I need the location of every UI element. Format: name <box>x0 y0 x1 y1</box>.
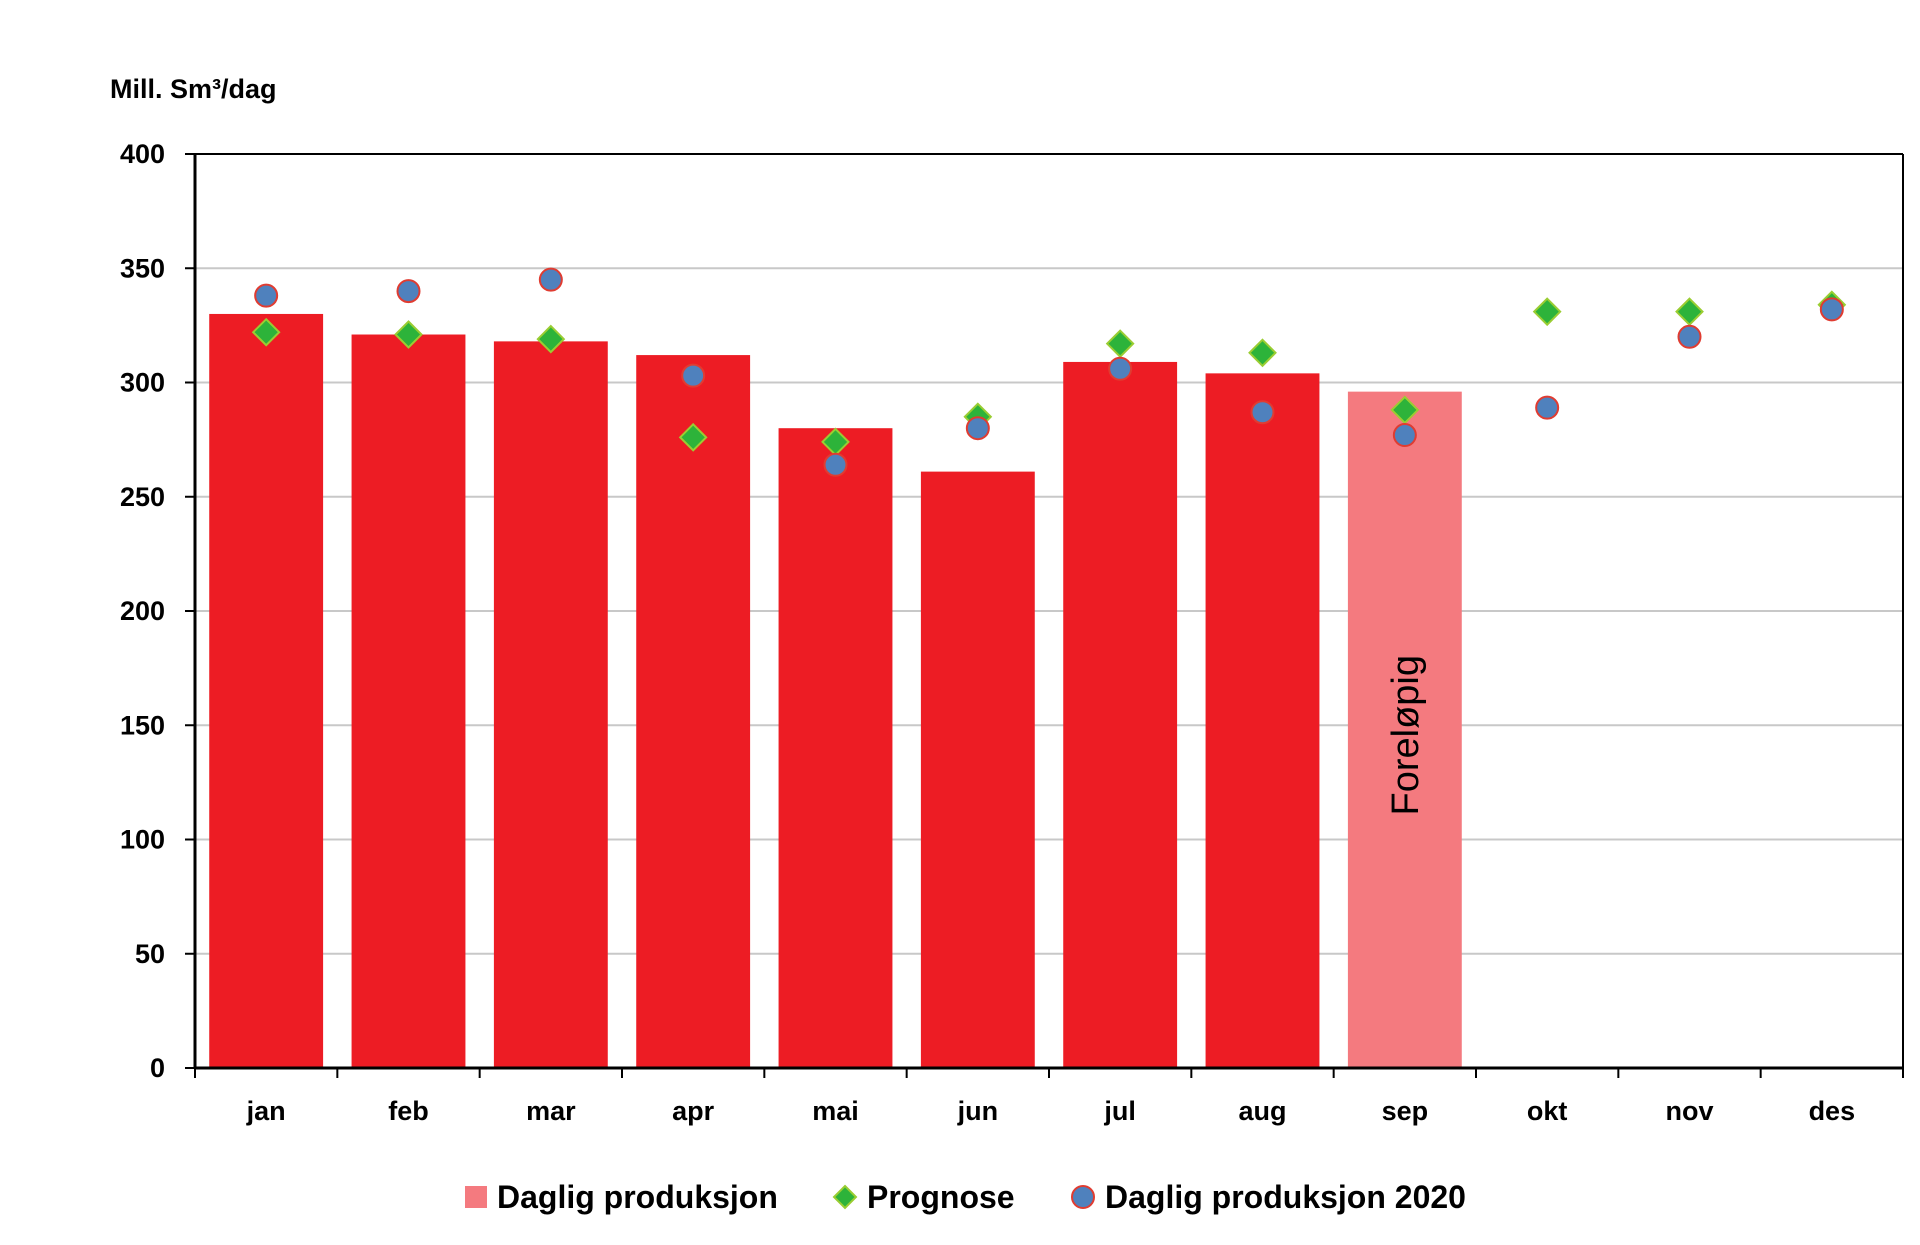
prognose-point <box>1532 297 1562 327</box>
x-tick-label: feb <box>388 1096 429 1126</box>
bar <box>493 341 608 1068</box>
x-tick-label: okt <box>1527 1096 1568 1126</box>
x-tick-label: jul <box>1103 1096 1136 1126</box>
y-tick-label: 400 <box>120 139 165 169</box>
gridlines <box>195 153 1903 955</box>
x-tick-label: jun <box>957 1096 999 1126</box>
x-tick-label: aug <box>1238 1096 1286 1126</box>
bar <box>209 313 324 1068</box>
daglig-2020-point <box>1535 395 1560 420</box>
x-tick-label: des <box>1809 1096 1856 1126</box>
daglig-2020-point <box>1108 356 1133 381</box>
bars <box>209 313 1462 1069</box>
preliminary-annotation: Foreløpig <box>1385 655 1427 816</box>
x-tick-label: apr <box>672 1096 715 1126</box>
prognose-point <box>678 422 708 452</box>
prognose-point <box>1105 329 1135 359</box>
daglig-2020-point <box>1250 400 1275 425</box>
y-tick-label: 150 <box>120 710 165 740</box>
daglig-2020-point <box>1677 324 1702 349</box>
plot-frame <box>185 153 1904 1078</box>
bar <box>636 355 751 1069</box>
legend-label: Prognose <box>867 1179 1015 1215</box>
legend-label: Daglig produksjon 2020 <box>1105 1179 1466 1215</box>
y-tick-label: 200 <box>120 596 165 626</box>
x-tick-label: jan <box>246 1096 286 1126</box>
daglig-2020-point <box>681 363 706 388</box>
markers <box>251 267 1847 477</box>
prognose-point <box>536 324 566 354</box>
x-tick-label: mai <box>812 1096 859 1126</box>
x-tick-label: nov <box>1665 1096 1713 1126</box>
daglig-2020-point <box>1819 297 1844 322</box>
daglig-2020-point <box>823 452 848 477</box>
legend-swatch-daglig-produksjon <box>465 1186 487 1208</box>
prognose-point <box>251 317 281 347</box>
y-tick-label: 250 <box>120 482 165 512</box>
bar <box>778 428 893 1068</box>
legend-swatch-daglig-produksjon-2020 <box>1071 1185 1095 1209</box>
bar <box>1347 391 1462 1068</box>
annotations: Foreløpig <box>1385 655 1427 816</box>
prognose-point <box>1675 297 1704 327</box>
bar <box>351 334 466 1068</box>
x-tick-label: sep <box>1382 1096 1429 1126</box>
bar <box>920 471 1035 1068</box>
legend-label: Daglig produksjon <box>497 1179 778 1215</box>
y-tick-label: 50 <box>135 939 165 969</box>
legend-swatch-prognose <box>832 1184 858 1210</box>
y-tick-label: 350 <box>120 253 165 283</box>
y-tick-label: 0 <box>150 1053 165 1083</box>
bar <box>1063 361 1178 1068</box>
legend: Daglig produksjon Prognose Daglig produksj… <box>465 1179 1466 1215</box>
daglig-2020-point <box>396 279 421 304</box>
daglig-2020-point <box>1392 423 1417 448</box>
axes: Mill. Sm³/dag 0 50 100 150 200 250 300 350 400 ja… <box>110 74 1855 1126</box>
bar <box>1205 373 1320 1068</box>
daglig-2020-point <box>965 416 990 441</box>
prognose-point <box>1248 338 1277 368</box>
prognose-point <box>1390 395 1420 425</box>
prognose-point <box>394 320 423 349</box>
x-tick-label: mar <box>526 1096 576 1126</box>
y-tick-label: 100 <box>120 825 165 855</box>
daglig-2020-point <box>538 267 563 292</box>
daglig-2020-point <box>254 283 279 308</box>
y-axis-title: Mill. Sm³/dag <box>110 74 277 104</box>
y-tick-label: 300 <box>120 368 165 398</box>
